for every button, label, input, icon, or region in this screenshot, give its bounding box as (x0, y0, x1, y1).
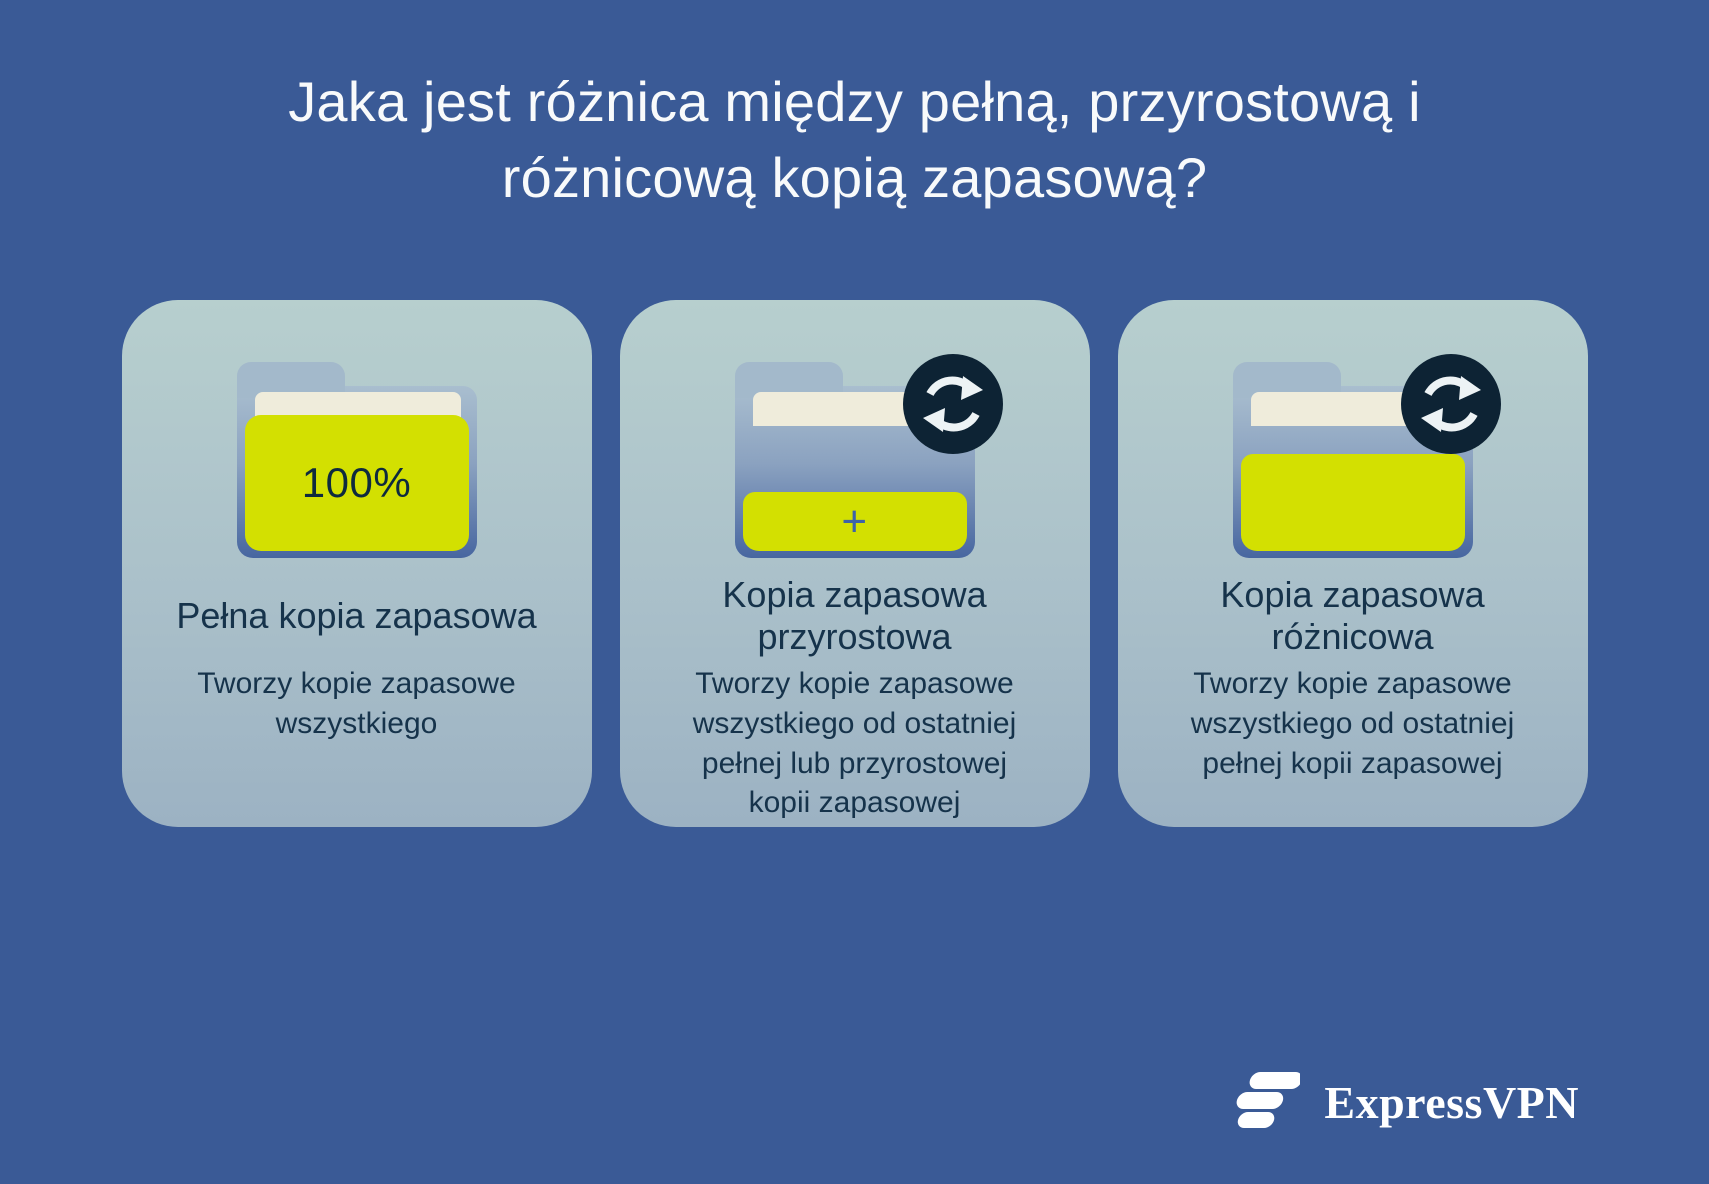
card-full-backup: 100% Pełna kopia zapasowa Tworzy kopie z… (121, 300, 592, 828)
folder-percentage-label: 100% (301, 459, 412, 507)
card-title: Kopia zapasowa przyrostowa (722, 573, 987, 658)
card-differential-backup: Kopia zapasowa różnicowa Tworzy kopie za… (1117, 300, 1588, 828)
folder-front (1240, 454, 1465, 552)
folder-icon (1232, 354, 1501, 559)
page-title: Jaka jest różnica między pełną, przyrost… (288, 70, 1421, 210)
sync-arrows-icon (902, 354, 1003, 455)
sync-arrows-icon (1400, 354, 1501, 455)
folder-plus-label: + (841, 496, 868, 546)
card-title: Kopia zapasowa różnicowa (1220, 573, 1485, 658)
brand-wordmark: ExpressVPN (1324, 1076, 1579, 1128)
cards-row: 100% Pełna kopia zapasowa Tworzy kopie z… (121, 300, 1588, 828)
folder-front: + (742, 492, 967, 552)
expressvpn-logo: ExpressVPN (1226, 1072, 1579, 1132)
folder-icon: 100% (236, 362, 477, 559)
folder-front: 100% (244, 415, 469, 552)
card-description: Tworzy kopie zapasowe wszystkiego (197, 667, 516, 740)
card-description: Tworzy kopie zapasowe wszystkiego od ost… (1190, 667, 1515, 780)
expressvpn-logo-icon (1237, 1072, 1301, 1128)
card-title: Pełna kopia zapasowa (176, 595, 537, 637)
folder-icon: + (734, 354, 1003, 559)
card-description: Tworzy kopie zapasowe wszystkiego od ost… (692, 667, 1017, 820)
card-incremental-backup: + Kopia zapasowa przyrostowa Tworzy kopi… (619, 300, 1090, 828)
